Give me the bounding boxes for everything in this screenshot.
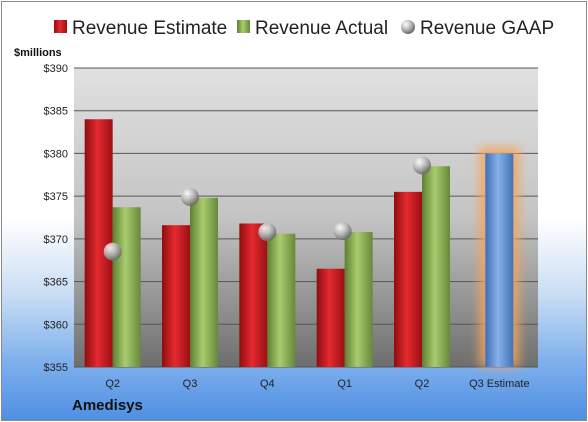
gaap-marker [413, 156, 431, 175]
legend-swatch-gaap [401, 20, 415, 34]
y-tick-label: $370 [44, 234, 68, 246]
gaap-marker [103, 242, 122, 261]
x-category-label: Q4 [260, 378, 275, 390]
legend-item-revenue-gaap: Revenue GAAP [401, 18, 554, 39]
y-tick-label: $385 [44, 106, 68, 118]
gaap-marker [258, 223, 277, 242]
y-axis-ticks: $355 $360 $365 $370 $375 $380 $385 $390 [44, 63, 68, 374]
legend: Revenue Estimate Revenue Actual Revenue … [54, 18, 554, 39]
estimate-bar [162, 225, 190, 367]
actual-bar [344, 232, 373, 367]
estimate-bar [84, 119, 113, 367]
plot-area [74, 68, 538, 367]
x-category-label: Q2 [105, 378, 120, 390]
actual-bar [112, 207, 141, 367]
gridlines [74, 67, 538, 368]
x-category-label: Q1 [337, 378, 352, 390]
gaap-markers [103, 156, 431, 261]
estimate-bar [316, 268, 345, 367]
gaap-marker [333, 222, 352, 241]
x-axis-labels: Q2 Q3 Q4 Q1 Q2 Q3 Estimate [105, 378, 529, 390]
y-tick-label: $365 [44, 277, 68, 289]
legend-swatch-actual [237, 20, 250, 33]
legend-item-revenue-actual: Revenue Actual [237, 18, 388, 39]
bars [84, 119, 520, 367]
y-axis-unit-label: $millions [14, 47, 62, 59]
y-tick-label: $380 [44, 148, 68, 160]
gaap-marker [181, 187, 199, 206]
y-tick-label: $375 [44, 191, 68, 203]
actual-bar [267, 233, 296, 367]
x-category-label: Q3 [183, 378, 198, 390]
y-tick-label: $355 [44, 362, 68, 374]
actual-bar [422, 166, 450, 367]
legend-swatch-estimate [54, 20, 67, 33]
legend-label-estimate: Revenue Estimate [72, 18, 227, 39]
estimate-bar [239, 223, 268, 367]
x-category-label: Q3 Estimate [469, 378, 530, 390]
legend-label-gaap: Revenue GAAP [420, 18, 554, 39]
legend-item-revenue-estimate: Revenue Estimate [54, 18, 227, 39]
estimate-bar [394, 191, 422, 367]
x-category-label: Q2 [415, 378, 430, 390]
legend-label-actual: Revenue Actual [255, 18, 388, 39]
actual-bar [190, 197, 218, 367]
y-tick-label: $390 [44, 63, 68, 75]
y-tick-label: $360 [44, 319, 68, 331]
q3-estimate-bar [485, 153, 514, 367]
company-name: Amedisys [72, 397, 143, 414]
